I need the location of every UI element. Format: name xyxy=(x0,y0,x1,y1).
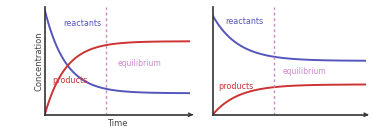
Text: products: products xyxy=(219,82,254,91)
Text: equilibrium: equilibrium xyxy=(283,67,327,76)
Text: Time: Time xyxy=(107,119,128,128)
Text: reactants: reactants xyxy=(64,19,102,28)
Text: products: products xyxy=(52,75,87,85)
Y-axis label: Concentration: Concentration xyxy=(34,31,43,91)
Text: equilibrium: equilibrium xyxy=(117,59,161,68)
Text: reactants: reactants xyxy=(225,17,263,26)
